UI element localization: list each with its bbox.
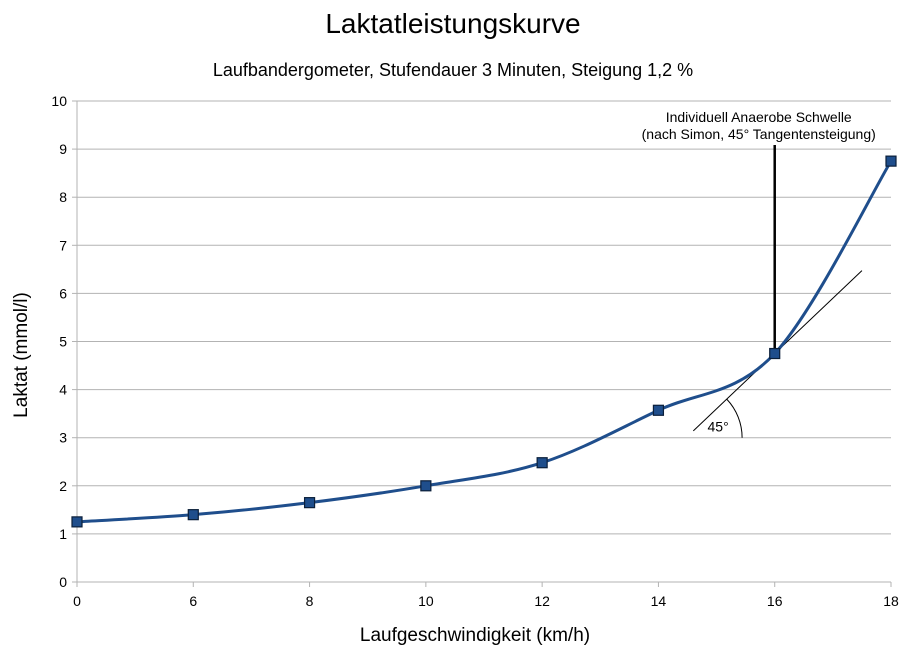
- x-tick-label-0: 0: [73, 593, 81, 609]
- data-markers: [71, 155, 897, 528]
- y-tick-labels: 0 1 2 3 4 5 6 7 8 9 10: [51, 93, 67, 590]
- threshold-label-line2: (nach Simon, 45° Tangentensteigung): [642, 126, 876, 142]
- y-axis-label: Laktat (mmol/l): [11, 292, 32, 418]
- data-point-10: [420, 480, 432, 492]
- y-tick-label-8: 8: [59, 189, 67, 205]
- axes: [76, 101, 891, 583]
- x-tick-label-12: 12: [534, 593, 550, 609]
- chart-subtitle: Laufbandergometer, Stufendauer 3 Minuten…: [213, 60, 693, 80]
- x-tick-label-6: 6: [189, 593, 197, 609]
- x-tick-label-16: 16: [767, 593, 783, 609]
- x-tick-label-18: 18: [883, 593, 899, 609]
- data-point-6: [187, 509, 199, 521]
- data-point-16: [769, 347, 781, 360]
- data-point-12: [536, 457, 548, 469]
- data-point-18: [885, 155, 897, 167]
- y-tick-label-5: 5: [59, 334, 67, 350]
- y-tick-label-9: 9: [59, 141, 67, 157]
- threshold-label-line1: Individuell Anaerobe Schwelle: [666, 109, 852, 125]
- x-tick-label-8: 8: [306, 593, 314, 609]
- x-axis-label: Laufgeschwindigkeit (km/h): [360, 625, 590, 646]
- data-point-0: [71, 516, 83, 528]
- y-tick-label-7: 7: [59, 237, 67, 253]
- y-tick-label-10: 10: [51, 93, 67, 109]
- data-point-14: [652, 404, 665, 416]
- y-tick-label-2: 2: [59, 478, 67, 494]
- x-tick-label-10: 10: [418, 593, 434, 609]
- y-tick-label-1: 1: [59, 526, 67, 542]
- angle-label: 45°: [708, 419, 729, 435]
- chart-title: Laktatleistungskurve: [325, 8, 580, 39]
- data-point-8: [303, 497, 316, 509]
- grid-lines: [72, 100, 891, 583]
- y-tick-label-3: 3: [59, 430, 67, 446]
- y-tick-label-6: 6: [59, 285, 67, 301]
- x-tick-label-14: 14: [651, 593, 667, 609]
- x-tick-labels: 0 6 8 10 12 14 16 18: [73, 582, 899, 609]
- y-tick-label-4: 4: [59, 382, 67, 398]
- threshold-group: Individuell Anaerobe Schwelle (nach Simo…: [642, 109, 876, 354]
- y-tick-label-0: 0: [59, 574, 67, 590]
- angle-arc: [726, 398, 743, 438]
- series-line-laktat: [76, 160, 893, 524]
